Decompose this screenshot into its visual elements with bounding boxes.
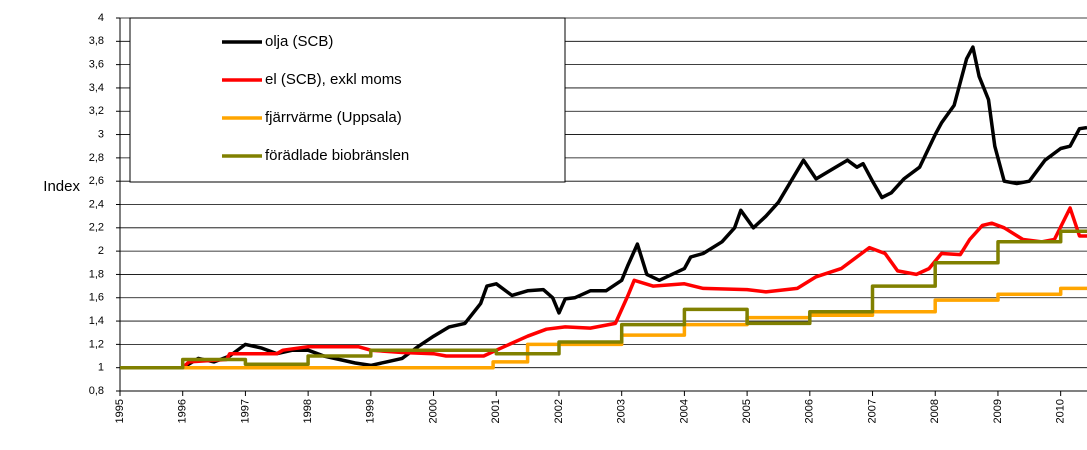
y-tick-label: 3,8 bbox=[89, 35, 104, 47]
x-tick-label: 2001 bbox=[490, 399, 502, 423]
y-tick-label: 2,2 bbox=[89, 222, 104, 234]
series-line bbox=[120, 45, 1087, 370]
x-tick-label: 1996 bbox=[177, 399, 189, 423]
y-tick-label: 4 bbox=[98, 12, 104, 24]
y-tick-label: 3,6 bbox=[89, 59, 104, 71]
y-tick-label: 3,4 bbox=[89, 82, 104, 94]
x-tick-label: 2004 bbox=[678, 399, 690, 423]
y-tick-label: 0,8 bbox=[89, 385, 104, 397]
x-tick-label: 2005 bbox=[741, 399, 753, 423]
legend-text: olja (SCB) bbox=[265, 33, 333, 50]
x-tick-label: 1998 bbox=[302, 399, 314, 423]
y-tick-label: 2,8 bbox=[89, 152, 104, 164]
y-tick-label: 1,4 bbox=[89, 315, 104, 327]
x-tick-label: 2003 bbox=[616, 399, 628, 423]
legend-box bbox=[129, 17, 566, 183]
series-line bbox=[120, 206, 1087, 370]
x-tick-label: 2002 bbox=[553, 399, 565, 423]
y-tick-label: 1,2 bbox=[89, 338, 104, 350]
x-tick-label: 1995 bbox=[114, 399, 126, 423]
y-tick-label: 1,6 bbox=[89, 292, 104, 304]
y-tick-label: 1,8 bbox=[89, 268, 104, 280]
series-line bbox=[120, 286, 1087, 370]
x-tick-label: 1997 bbox=[239, 399, 251, 423]
y-tick-label: 2,4 bbox=[89, 198, 104, 210]
x-tick-label: 1999 bbox=[365, 399, 377, 423]
x-tick-label: 2010 bbox=[1055, 399, 1067, 423]
y-tick-label: 2,6 bbox=[89, 175, 104, 187]
legend-text: förädlade biobränslen bbox=[265, 147, 409, 164]
y-tick-label: 1 bbox=[98, 362, 104, 374]
y-axis-label: Index bbox=[43, 178, 80, 195]
legend-text: el (SCB), exkl moms bbox=[265, 71, 402, 88]
series-line bbox=[120, 229, 1087, 370]
y-tick-label: 3,2 bbox=[89, 105, 104, 117]
x-tick-label: 2009 bbox=[992, 399, 1004, 423]
legend-text: fjärrvärme (Uppsala) bbox=[265, 109, 402, 126]
x-tick-label: 2008 bbox=[929, 399, 941, 423]
y-tick-label: 2 bbox=[98, 245, 104, 257]
x-tick-label: 2000 bbox=[427, 399, 439, 423]
x-tick-label: 2007 bbox=[866, 399, 878, 423]
y-tick-label: 3 bbox=[98, 128, 104, 140]
x-tick-label: 2006 bbox=[804, 399, 816, 423]
